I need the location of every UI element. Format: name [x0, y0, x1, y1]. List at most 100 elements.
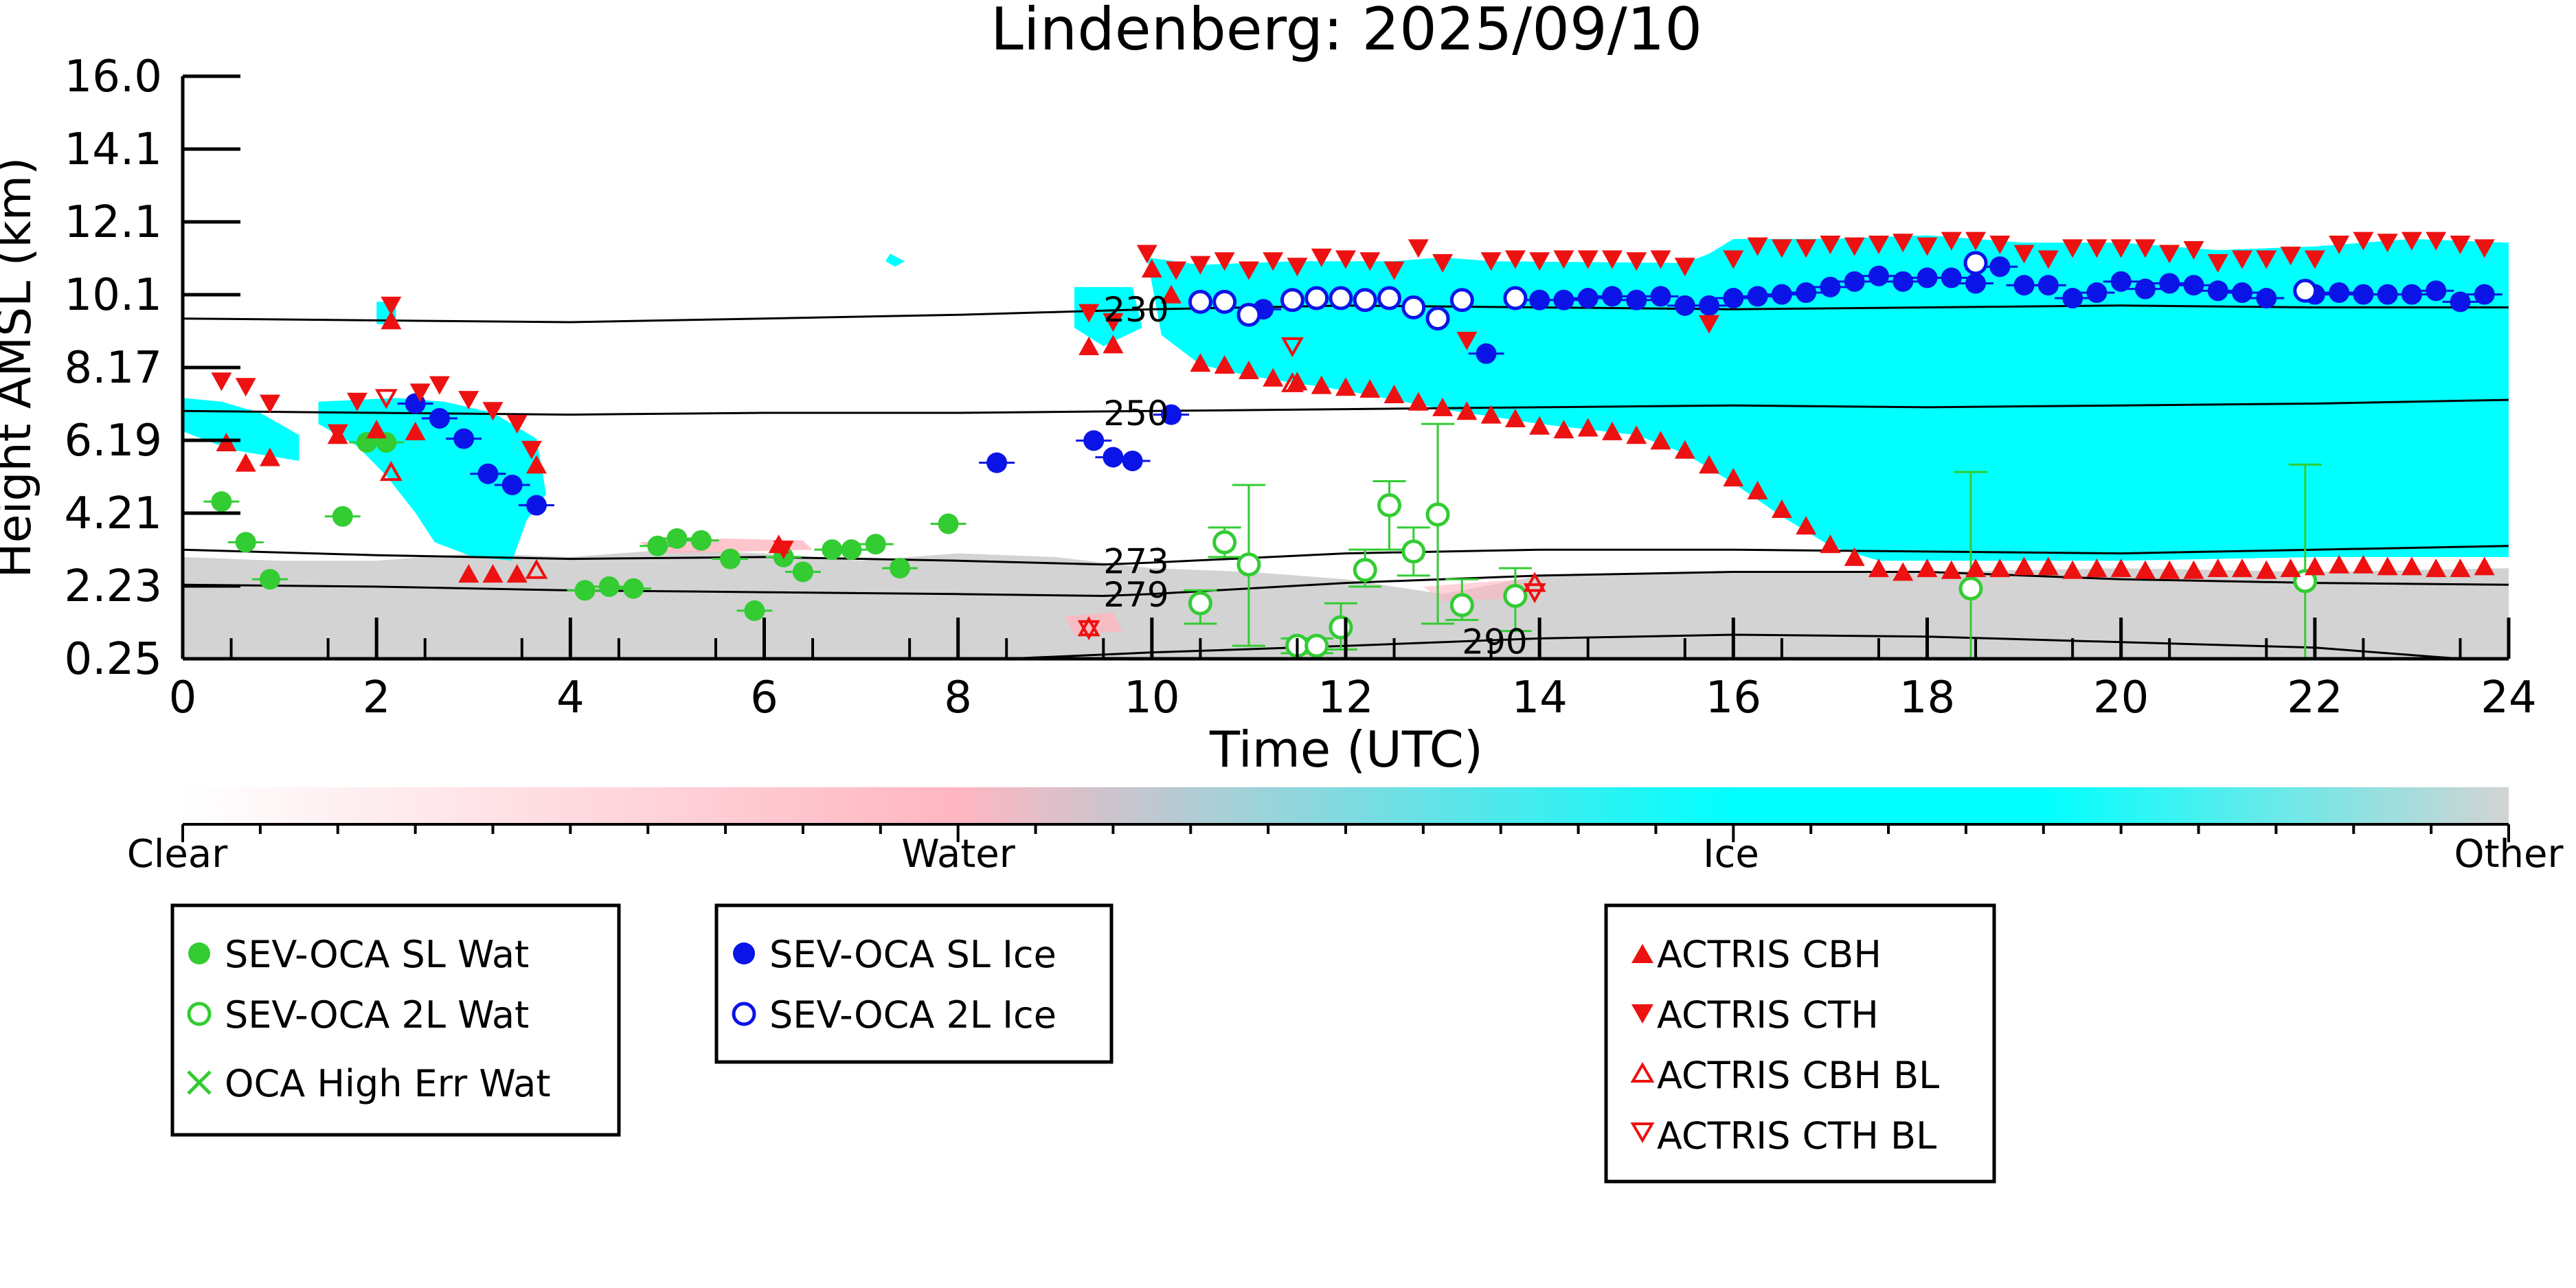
data-point: [2474, 556, 2495, 576]
colorbar-gradient: [183, 787, 2509, 823]
x-tick-label: 16: [1706, 673, 1761, 723]
data-point: [521, 440, 542, 460]
data-point: [2426, 558, 2447, 578]
x-tick-label: 22: [2287, 673, 2342, 723]
data-point: [429, 376, 450, 395]
data-point: [792, 561, 813, 583]
data-point: [1723, 250, 1744, 269]
contour-label: 273: [1103, 541, 1168, 581]
data-point: [1626, 252, 1647, 271]
data-point: [1917, 267, 1938, 289]
data-point: [482, 564, 504, 583]
ice-region: [885, 253, 905, 267]
data-point: [1353, 558, 1377, 583]
data-point: [1383, 385, 1405, 404]
data-point: [1083, 430, 1105, 451]
data-point: [690, 530, 712, 551]
data-point: [890, 558, 911, 579]
x-tick-label: 6: [750, 673, 778, 723]
data-point: [332, 506, 353, 527]
data-point: [327, 424, 348, 443]
data-point: [2280, 558, 2301, 578]
colorbar-label-other: Other: [2454, 832, 2564, 877]
x-tick-label: 2: [363, 673, 391, 723]
data-point: [2401, 556, 2422, 576]
data-point: [1263, 368, 1284, 387]
data-point: [2377, 556, 2398, 576]
data-point: [1214, 354, 1235, 374]
water-region: [1064, 612, 1123, 635]
data-point: [2450, 291, 2471, 313]
data-point: [598, 576, 620, 598]
x-tick-label: 4: [556, 673, 585, 723]
data-point: [2401, 284, 2422, 305]
data-point: [235, 453, 256, 472]
data-point: [409, 383, 431, 403]
legend-entry: SEV-OCA 2L Ice: [769, 993, 1057, 1037]
data-point: [1723, 288, 1744, 309]
contour-label: 230: [1103, 290, 1168, 330]
legend-actris: ACTRIS CBH ACTRIS CTH ACTRIS CBH BL ACTR…: [1604, 903, 1996, 1184]
x-tick-label: 0: [169, 673, 197, 723]
data-point: [2293, 278, 2318, 303]
data-point: [1103, 335, 1124, 354]
data-point: [1311, 248, 1332, 267]
data-point: [2183, 275, 2204, 296]
data-point: [1077, 620, 1100, 640]
data-point: [1626, 289, 1647, 310]
data-point: [744, 600, 765, 622]
legend-marker-triangle-up: [1631, 944, 1653, 963]
data-point: [1329, 286, 1353, 310]
data-point: [379, 461, 403, 482]
x-tick-label: 20: [2093, 673, 2149, 723]
data-point: [1103, 447, 1124, 468]
legend-marker-open-triangle-down: [1630, 1122, 1655, 1143]
data-point: [1263, 252, 1284, 271]
data-point: [2426, 231, 2447, 251]
data-point: [2134, 278, 2156, 300]
data-point: [1335, 377, 1356, 396]
data-point: [2280, 247, 2301, 266]
data-point: [2329, 282, 2350, 303]
legend-marker-x: [187, 1070, 212, 1095]
contour-label: 250: [1103, 394, 1168, 433]
data-point: [1287, 258, 1308, 277]
data-point: [1796, 516, 1817, 535]
colorbar-label-clear: Clear: [127, 832, 228, 877]
legend-entry: SEV-OCA SL Wat: [225, 933, 529, 976]
data-point: [2086, 239, 2108, 258]
data-point: [2426, 280, 2447, 302]
data-point: [1553, 420, 1574, 439]
data-point: [1456, 331, 1478, 350]
data-point: [1236, 552, 1261, 577]
data-point: [2110, 239, 2132, 258]
data-point: [2134, 239, 2156, 258]
data-point: [2207, 280, 2228, 302]
data-point: [1989, 235, 2011, 254]
data-point: [1699, 455, 1720, 474]
legend-marker-open-circle: [732, 1002, 756, 1026]
y-axis-label: Height AMSL (km): [0, 157, 42, 578]
x-tick-label: 18: [1899, 673, 1955, 723]
y-tick-label: 4.21: [65, 488, 163, 539]
data-point: [1504, 250, 1526, 269]
data-point: [1893, 271, 1914, 292]
data-point: [2159, 560, 2180, 579]
colorbar-ticks: [181, 824, 2510, 842]
data-point: [1723, 468, 1744, 487]
data-point: [865, 534, 886, 555]
data-point: [2353, 284, 2374, 305]
data-point: [501, 474, 523, 495]
data-point: [1401, 539, 1426, 564]
x-tick-label: 12: [1318, 673, 1373, 723]
data-point: [2013, 245, 2035, 264]
data-point: [1868, 265, 1889, 286]
data-point: [1236, 302, 1261, 327]
data-point: [1359, 379, 1381, 398]
data-point: [1917, 237, 1938, 256]
legend-entry: ACTRIS CTH BL: [1657, 1114, 1936, 1157]
data-point: [405, 421, 426, 440]
data-point: [2037, 250, 2059, 269]
data-point: [1408, 392, 1429, 411]
data-point: [1432, 253, 1454, 273]
